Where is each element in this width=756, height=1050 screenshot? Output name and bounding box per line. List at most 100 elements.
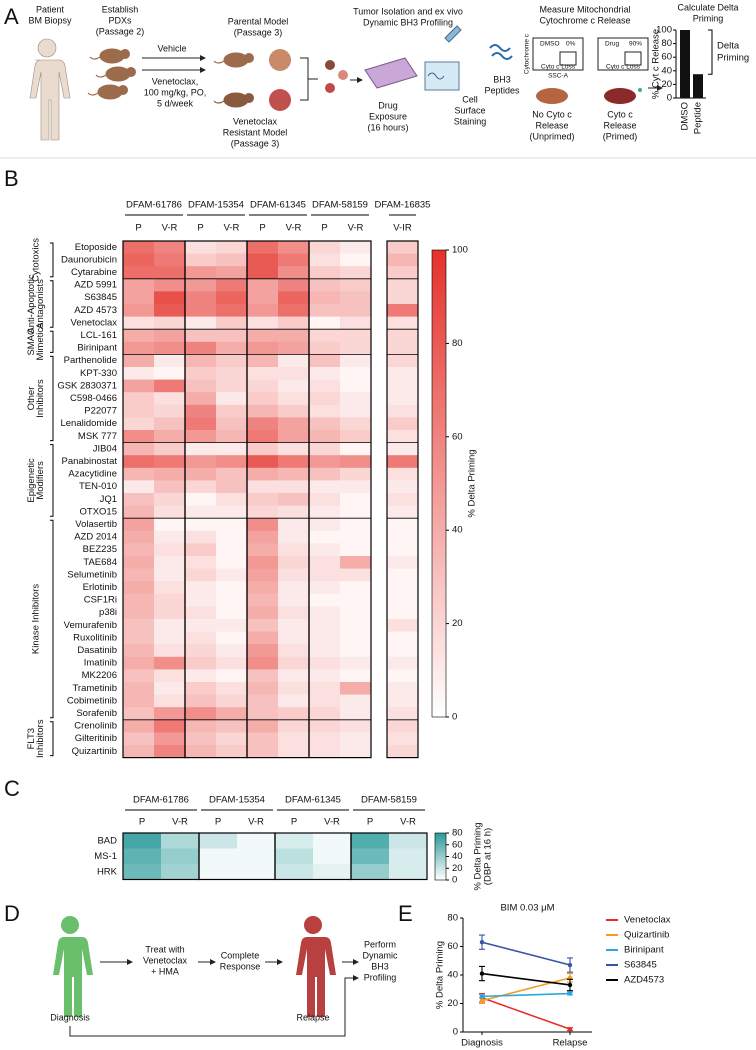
heat-cell xyxy=(389,864,428,880)
heat-cell xyxy=(154,404,186,418)
heat-cell xyxy=(154,745,186,758)
heat-cell xyxy=(278,732,310,746)
heat-cell xyxy=(247,266,279,280)
heat-cell xyxy=(387,455,419,469)
heat-cell xyxy=(387,316,419,330)
heat-cell xyxy=(216,316,248,330)
heat-cell xyxy=(185,543,217,557)
heat-cell xyxy=(387,518,419,532)
heat-cell xyxy=(199,848,238,865)
heat-cell xyxy=(123,291,155,305)
condition-label: P xyxy=(259,223,265,234)
row-label: Volasertib xyxy=(75,519,117,530)
heat-cell xyxy=(247,581,279,595)
heat-cell xyxy=(278,329,310,343)
heat-cell xyxy=(247,732,279,746)
heat-cell xyxy=(278,745,310,758)
heat-cell xyxy=(387,253,419,267)
group-bracket xyxy=(50,519,54,719)
condition-label: V-R xyxy=(172,817,188,828)
model-label: DFAM-61345 xyxy=(250,200,306,211)
heat-cell xyxy=(340,367,372,380)
flow-gate-label: Cyto c Loss xyxy=(606,64,641,71)
step-label: BH3 xyxy=(493,74,511,84)
row-label: MS-1 xyxy=(94,851,117,862)
panel-label: B xyxy=(4,166,19,191)
colorbar-tick-label: 40 xyxy=(452,525,463,536)
heat-cell xyxy=(161,864,200,880)
heat-cell xyxy=(185,556,217,569)
heat-cell xyxy=(199,833,238,849)
row-label: Cobimetinib xyxy=(67,695,117,706)
heat-cell xyxy=(340,568,372,582)
heat-cell xyxy=(154,266,186,280)
row-label: Trametinib xyxy=(72,683,117,694)
cell-icon xyxy=(427,72,445,80)
heat-cell xyxy=(278,379,310,393)
heat-cell xyxy=(247,379,279,393)
heat-cell xyxy=(278,593,310,607)
well-icon xyxy=(424,61,460,91)
heat-cell xyxy=(278,430,310,443)
condition-label: V-R xyxy=(286,223,302,234)
step-label: No Cyto c xyxy=(532,109,572,119)
step-label: Surface xyxy=(454,105,485,115)
heat-cell xyxy=(185,417,217,431)
heat-cell xyxy=(216,631,248,645)
annotation: Delta xyxy=(717,41,740,52)
legend-label: AZD4573 xyxy=(624,975,664,986)
mouse-icon xyxy=(213,52,255,68)
heat-cell xyxy=(123,354,155,368)
patient-icon xyxy=(29,38,71,141)
heat-cell xyxy=(387,581,419,595)
row-group-label: Anti-Apoptotic xyxy=(26,274,37,333)
heat-cell xyxy=(278,278,310,292)
peptide-icon xyxy=(489,44,513,60)
heat-cell xyxy=(185,568,217,582)
heat-cell xyxy=(123,694,155,708)
heat-cell xyxy=(309,644,341,658)
annotation: Priming xyxy=(717,53,749,64)
heat-cell xyxy=(154,367,186,380)
heat-cell xyxy=(185,329,217,343)
step-label: BM Biopsy xyxy=(28,15,72,25)
heat-cell xyxy=(278,493,310,506)
heat-cell xyxy=(340,593,372,607)
bar xyxy=(693,74,703,98)
step-label: Peptides xyxy=(484,85,520,95)
heat-cell xyxy=(237,864,276,880)
condition-label: P xyxy=(291,817,297,828)
heat-cell xyxy=(387,694,419,708)
y-tick-label: 40 xyxy=(447,970,458,981)
step-label: Resistant Model xyxy=(223,127,288,137)
heat-cell xyxy=(199,864,238,880)
condition-label: P xyxy=(321,223,327,234)
heat-cell xyxy=(123,253,155,267)
heat-cell xyxy=(185,367,217,380)
heat-cell xyxy=(154,669,186,683)
heat-cell xyxy=(185,266,217,280)
heat-cell xyxy=(123,848,162,865)
heat-cell xyxy=(309,732,341,746)
heat-cell xyxy=(247,543,279,557)
heat-cell xyxy=(247,304,279,317)
step-label: (Unprimed) xyxy=(529,131,574,141)
heat-cell xyxy=(340,467,372,481)
heat-cell xyxy=(278,442,310,456)
heat-cell xyxy=(123,316,155,330)
row-label: Panabinostat xyxy=(62,456,118,467)
condition-label: P xyxy=(135,223,141,234)
step-label: Cyto c xyxy=(607,109,633,119)
heat-cell xyxy=(185,719,217,733)
heat-cell xyxy=(185,379,217,393)
heat-cell xyxy=(340,455,372,469)
heat-cell xyxy=(123,833,162,849)
heat-cell xyxy=(387,631,419,645)
cytochrome-icon xyxy=(638,88,642,92)
heat-cell xyxy=(309,669,341,683)
heat-cell xyxy=(123,392,155,406)
flow-percent: 0% xyxy=(566,41,576,48)
heat-cell xyxy=(216,568,248,582)
step-label: 100 mg/kg, PO, xyxy=(144,87,207,97)
heat-cell xyxy=(123,707,155,721)
